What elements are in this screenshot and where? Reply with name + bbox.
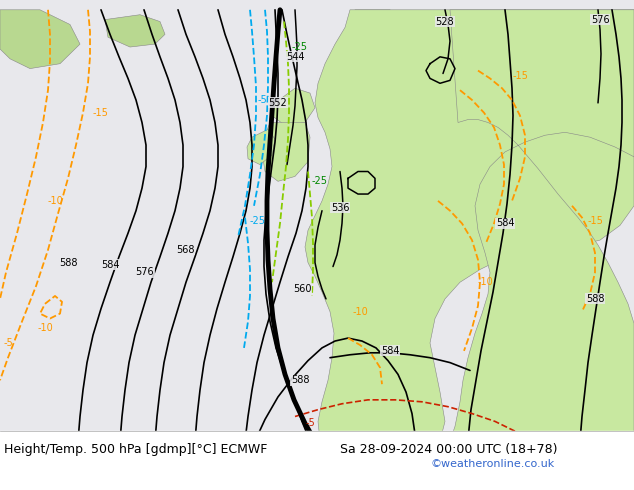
Text: 544: 544 (286, 52, 304, 62)
Polygon shape (305, 10, 634, 441)
Polygon shape (340, 10, 420, 113)
Text: -25: -25 (292, 42, 308, 52)
Polygon shape (262, 122, 310, 181)
Text: 568: 568 (176, 245, 194, 255)
Text: -5: -5 (305, 418, 315, 428)
Text: 576: 576 (591, 15, 609, 24)
Text: -25: -25 (312, 176, 328, 186)
Text: -5: -5 (3, 338, 13, 348)
Text: 584: 584 (496, 219, 514, 228)
Bar (0, 431, 634, 490)
Text: 588: 588 (291, 375, 309, 385)
Polygon shape (450, 10, 634, 441)
Text: 576: 576 (136, 268, 154, 277)
Polygon shape (105, 15, 165, 47)
Text: -25: -25 (250, 216, 266, 225)
Text: -10: -10 (37, 323, 53, 333)
Text: 536: 536 (331, 203, 349, 213)
Text: -10: -10 (352, 307, 368, 317)
Text: -10: -10 (477, 277, 493, 287)
Text: 584: 584 (101, 260, 119, 270)
Text: 588: 588 (59, 258, 77, 268)
Polygon shape (272, 88, 315, 125)
Text: 584: 584 (381, 346, 399, 356)
Text: Sa 28-09-2024 00:00 UTC (18+78): Sa 28-09-2024 00:00 UTC (18+78) (340, 443, 557, 456)
Text: 528: 528 (436, 17, 455, 26)
Text: 552: 552 (269, 98, 287, 108)
Text: ©weatheronline.co.uk: ©weatheronline.co.uk (430, 459, 554, 468)
Text: 588: 588 (586, 294, 604, 304)
Polygon shape (0, 10, 80, 69)
Text: -15: -15 (587, 216, 603, 225)
Polygon shape (247, 129, 275, 165)
Text: -10: -10 (47, 196, 63, 206)
Text: 560: 560 (293, 284, 311, 294)
Text: Height/Temp. 500 hPa [gdmp][°C] ECMWF: Height/Temp. 500 hPa [gdmp][°C] ECMWF (4, 443, 268, 456)
Text: -15: -15 (92, 108, 108, 118)
Text: -5: -5 (257, 95, 267, 105)
Text: -15: -15 (512, 72, 528, 81)
